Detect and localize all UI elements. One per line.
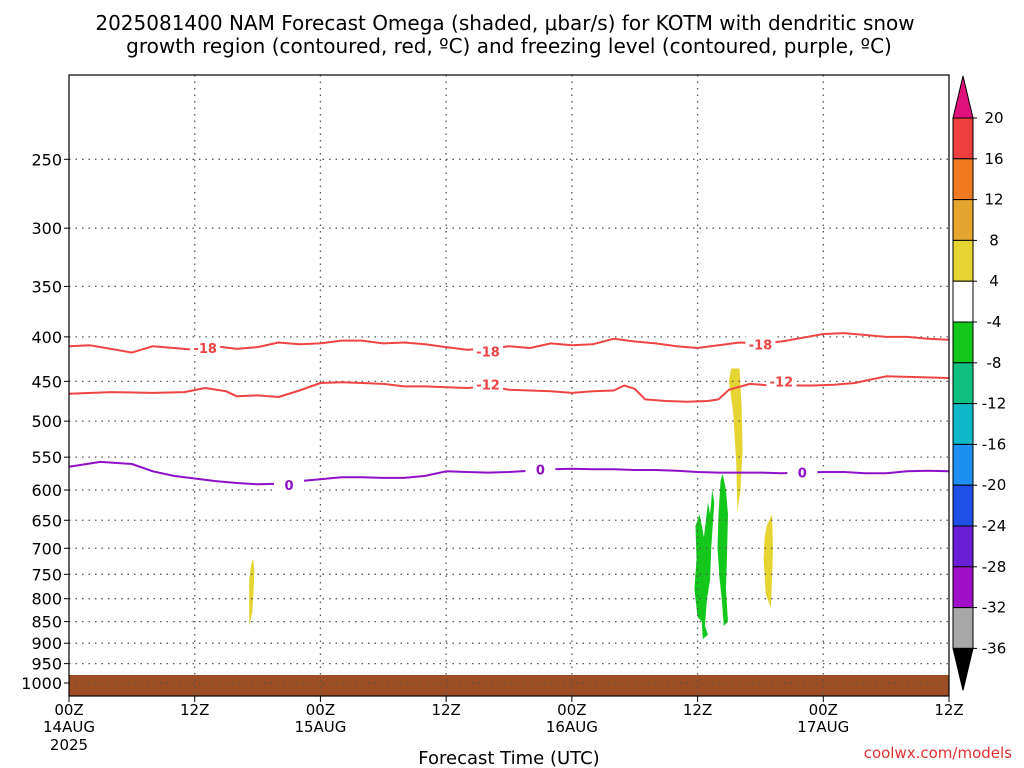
y-tick-label: 500 — [31, 412, 62, 431]
x-tick-label: 12Z — [934, 701, 963, 719]
y-tick-label: 950 — [31, 655, 62, 674]
colorbar-label: 16 — [984, 150, 1003, 168]
colorbar-swatch — [952, 443, 974, 486]
colorbar-bottom-arrow — [952, 647, 974, 691]
y-tick-label: 850 — [31, 613, 62, 632]
colorbar-swatch — [952, 484, 974, 527]
plot-frame — [68, 74, 950, 697]
y-tick-label: 350 — [31, 277, 62, 296]
colorbar-label: -32 — [982, 599, 1007, 617]
y-tick-label: 750 — [31, 565, 62, 584]
contour-label: 0 — [536, 463, 545, 478]
chart-title-line-1: 2025081400 NAM Forecast Omega (shaded, μ… — [95, 11, 914, 35]
colorbar-label: -24 — [982, 517, 1007, 535]
contour-label: -12 — [770, 375, 794, 390]
colorbar-swatch — [952, 199, 974, 241]
plot-area: -18 -18 -18 -12 -12 0 0 0 — [68, 74, 950, 697]
colorbar-swatch — [952, 362, 974, 405]
colorbar-swatch — [952, 280, 974, 323]
y-tick-label: 300 — [31, 219, 62, 238]
contour-label: -18 — [193, 342, 217, 357]
colorbar-swatch — [952, 239, 974, 282]
y-tick-label: 1000 — [21, 674, 62, 693]
contour-label-background — [473, 343, 504, 359]
x-tick-date-label: 16AUG — [546, 718, 598, 736]
colorbar-swatch — [952, 566, 974, 609]
chart-title-line-2: growth region (contoured, red, ºC) and f… — [126, 34, 892, 58]
omega-shaded-region — [717, 473, 728, 626]
contour-label: 0 — [284, 479, 293, 494]
contour-label: 0 — [798, 467, 807, 482]
colorbar-label: -16 — [982, 435, 1007, 453]
y-tick-label: 450 — [31, 372, 62, 391]
colorbar-top-arrow — [952, 75, 974, 119]
contour-label: -12 — [476, 379, 500, 394]
colorbar-label: -8 — [987, 354, 1002, 372]
colorbar-label: -28 — [982, 558, 1007, 576]
colorbar-swatch — [952, 403, 974, 445]
colorbar-swatch — [952, 158, 974, 201]
y-tick-label: 700 — [31, 539, 62, 558]
colorbar-swatch — [952, 525, 974, 568]
colorbar-label: 8 — [989, 231, 999, 249]
x-tick-date-label: 17AUG — [797, 718, 849, 736]
y-tick-label: 550 — [31, 448, 62, 467]
colorbar-swatch — [952, 117, 974, 160]
omega-shaded-region — [763, 514, 773, 608]
colorbar-swatch — [952, 321, 974, 364]
colorbar-label: -12 — [982, 395, 1007, 413]
x-tick-label: 00Z — [809, 701, 838, 719]
y-tick-label: 900 — [31, 634, 62, 653]
y-tick-label: 650 — [31, 511, 62, 530]
x-tick-date-label: 15AUG — [294, 718, 346, 736]
contour-label-background — [787, 464, 818, 480]
x-tick-label: 00Z — [557, 701, 586, 719]
contour-line-minus12 — [68, 375, 950, 403]
contour-label-background — [525, 461, 556, 477]
y-tick-label: 800 — [31, 590, 62, 609]
contour-label-background — [190, 340, 221, 356]
contour-label-background — [274, 476, 304, 492]
colorbar-label: 20 — [984, 109, 1003, 127]
y-tick-label: 250 — [31, 150, 62, 169]
colorbar-label: -4 — [987, 313, 1002, 331]
colorbar-label: 4 — [989, 272, 999, 290]
contour-label: -18 — [749, 338, 773, 353]
colorbar: 20 16 12 8 4 -4 -8 -12 -16 -20 -24 -28 -32 -36 — [952, 75, 1007, 691]
x-tick-label: 00Z — [306, 701, 335, 719]
x-tick-label: 12Z — [683, 701, 712, 719]
omega-shaded-region — [729, 368, 743, 512]
y-axis: 250 300 350 400 450 500 550 600 650 700 750 800 850 9… — [21, 150, 69, 693]
colorbar-label: -36 — [982, 639, 1007, 657]
contour-label-background — [745, 336, 776, 352]
x-tick-label: 12Z — [431, 701, 460, 719]
contour-label-background — [473, 376, 504, 392]
contour-label-background — [766, 373, 797, 389]
x-tick-label: 00Z — [54, 701, 83, 719]
x-axis-label: Forecast Time (UTC) — [418, 748, 599, 768]
x-tick-year-label: 2025 — [50, 736, 88, 754]
credit-text: coolwx.com/models — [864, 744, 1012, 762]
omega-shaded-region — [249, 558, 255, 626]
colorbar-label: 12 — [984, 191, 1003, 209]
ground-band — [69, 675, 949, 696]
y-tick-label: 600 — [31, 481, 62, 500]
colorbar-swatch — [952, 607, 974, 649]
omega-shaded-region — [694, 490, 715, 639]
x-tick-label: 12Z — [180, 701, 209, 719]
colorbar-label: -20 — [982, 476, 1007, 494]
x-tick-date-label: 14AUG — [43, 718, 95, 736]
y-tick-label: 400 — [31, 328, 62, 347]
contour-label: -18 — [476, 346, 500, 361]
